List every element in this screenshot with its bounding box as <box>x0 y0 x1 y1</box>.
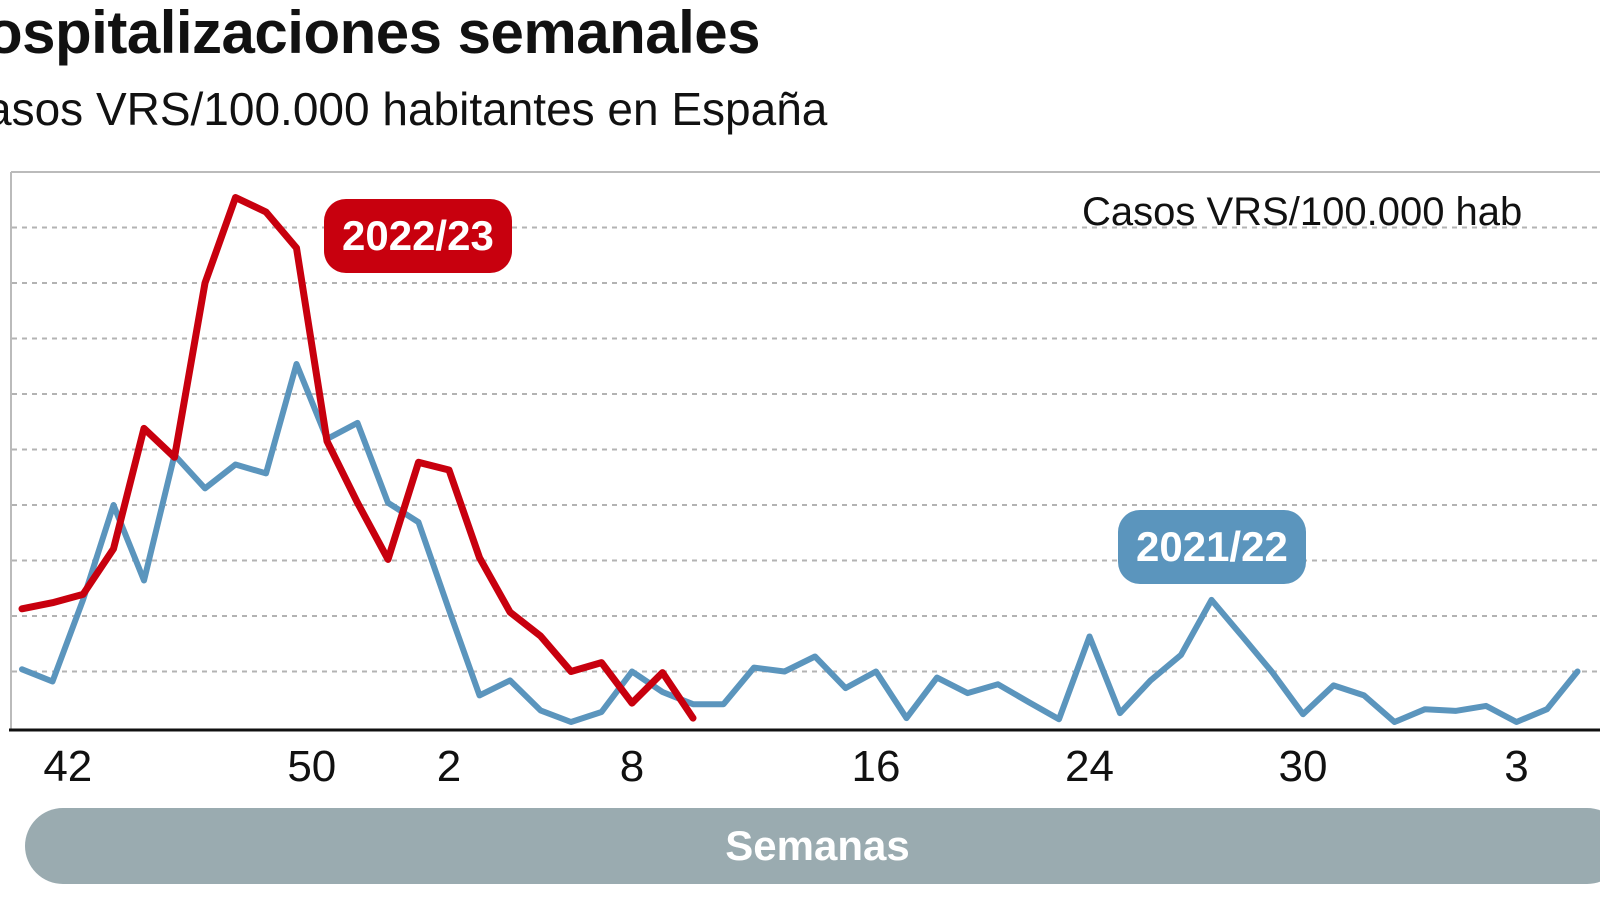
x-tick-label: 50 <box>287 742 336 791</box>
y-axis-label: Casos VRS/100.000 hab <box>1082 190 1522 234</box>
x-tick-label: 2 <box>437 742 461 791</box>
series-label-2021-22: 2021/22 <box>1118 510 1306 584</box>
series-label-2022-23: 2022/23 <box>324 199 512 273</box>
chart-subtitle: asos VRS/100.000 habitantes en España <box>0 83 828 135</box>
x-axis-label-bar <box>25 808 1600 884</box>
series-line-2021-22 <box>19 361 1581 725</box>
x-tick-label: 24 <box>1065 742 1114 791</box>
gridlines <box>12 226 1600 673</box>
chart-title: ospitalizaciones semanales <box>0 0 761 66</box>
x-tick-label: 3 <box>1504 742 1528 791</box>
x-axis-label: Semanas <box>725 822 910 869</box>
x-tick-labels: 42 50 2 8 16 24 30 3 <box>43 742 1528 791</box>
x-tick-label: 42 <box>43 742 92 791</box>
x-tick-label: 8 <box>620 742 644 791</box>
x-tick-label: 16 <box>852 742 901 791</box>
x-tick-label: 30 <box>1279 742 1328 791</box>
series-line-2022-23 <box>18 194 697 722</box>
